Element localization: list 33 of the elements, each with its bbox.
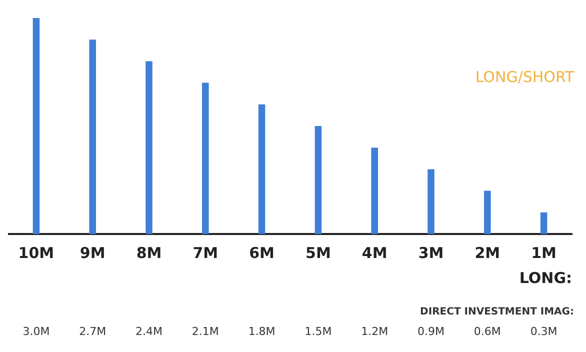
bar — [32, 18, 40, 234]
data-label: 0.6M — [474, 324, 501, 338]
data-label: 1.8M — [248, 324, 276, 338]
data-label: 2.7M — [79, 324, 106, 338]
bar — [428, 169, 434, 234]
bar — [146, 61, 152, 234]
bar — [314, 126, 322, 234]
data-label: 0.3M — [530, 324, 558, 338]
bar — [540, 212, 548, 234]
bar — [371, 148, 378, 234]
text: DIRECT INVESTMENT IMAG: — [420, 306, 574, 318]
bar — [484, 190, 491, 234]
data-label: 1.5M — [304, 324, 332, 338]
x-tick-label: 7M — [192, 244, 218, 262]
bar — [258, 104, 266, 234]
x-tick-label: 3M — [418, 244, 444, 262]
bar — [89, 40, 96, 234]
x-tick-label: 6M — [249, 244, 274, 262]
x-tick-label: 4M — [362, 244, 388, 262]
x-tick-label: 5M — [306, 244, 331, 262]
data-label: 0.9M — [418, 324, 444, 338]
data-label: 2.4M — [136, 324, 162, 338]
data-label: 1.2M — [361, 324, 388, 338]
x-tick-label: 8M — [136, 244, 162, 262]
data-label: 3.0M — [22, 324, 50, 338]
annotation: LONG/SHORT — [475, 68, 575, 86]
data-label: 2.1M — [192, 324, 219, 338]
x-tick-label: 2M — [474, 244, 500, 262]
x-tick-label: 10M — [18, 244, 54, 262]
x-axis-title: LONG: — [519, 268, 572, 287]
x-tick-label: 9M — [80, 244, 106, 262]
x-tick-label: 1M — [531, 244, 556, 262]
bar — [202, 82, 209, 234]
